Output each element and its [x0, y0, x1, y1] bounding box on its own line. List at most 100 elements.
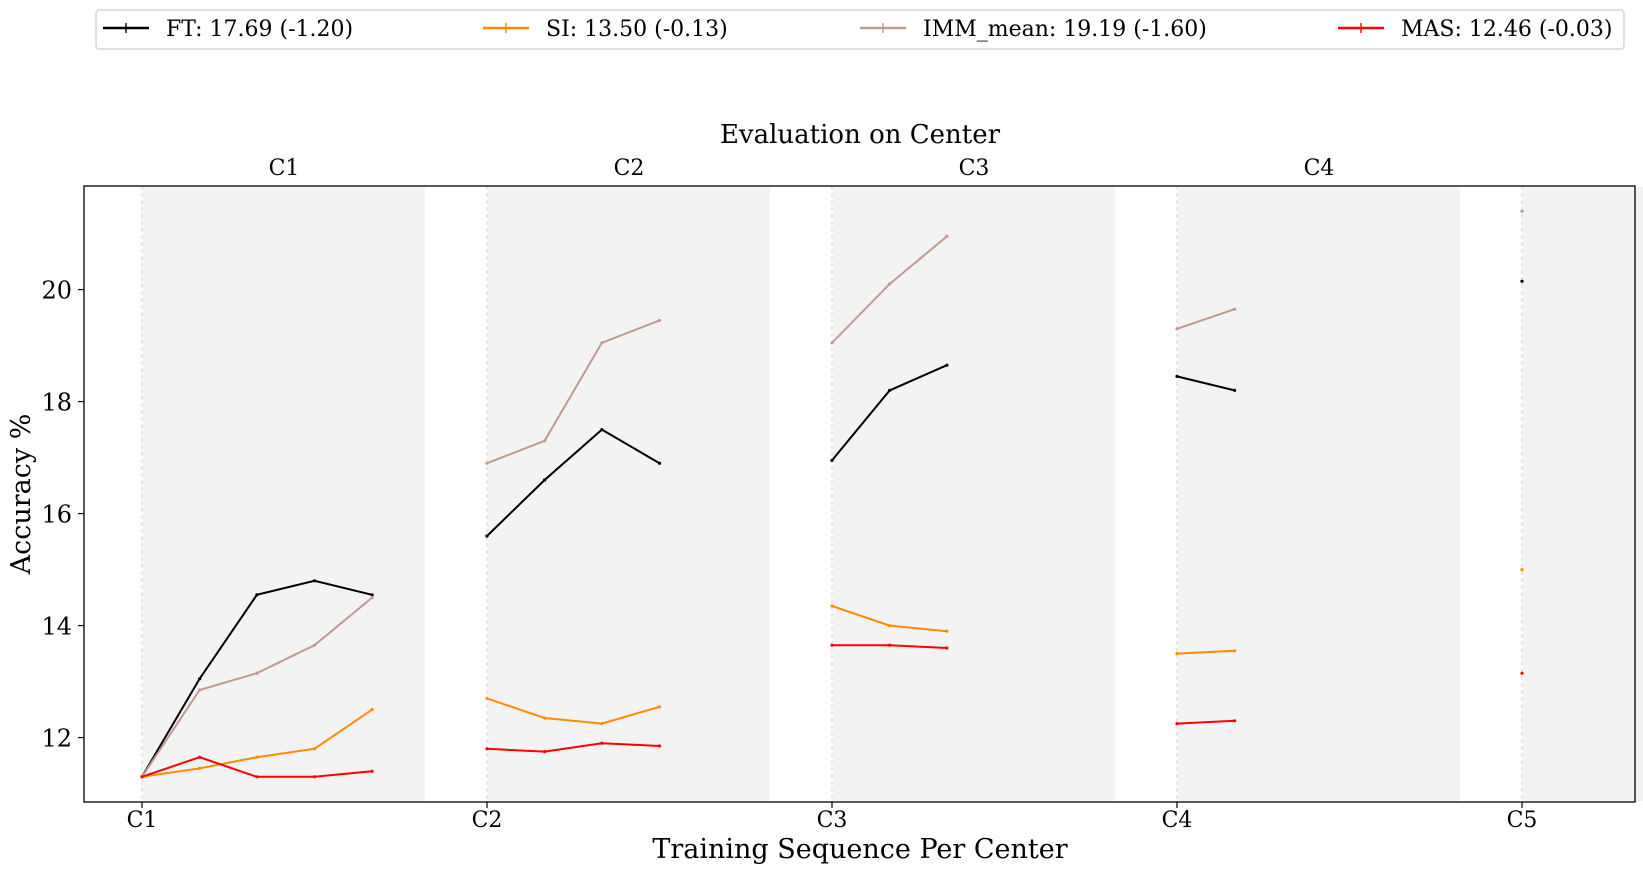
data-point	[198, 766, 202, 771]
data-point	[657, 705, 662, 709]
data-point	[888, 282, 892, 286]
x-tick-label: C2	[472, 808, 503, 833]
y-tick-label: 20	[41, 277, 72, 305]
series-line	[486, 742, 660, 753]
data-point	[255, 593, 259, 597]
y-tick-label: 14	[41, 613, 72, 641]
legend-entry: IMM_mean: 19.19 (-1.60)	[860, 17, 1207, 42]
data-point	[888, 643, 892, 647]
panel-c5	[1523, 187, 1643, 801]
data-point	[543, 439, 547, 443]
data-point	[543, 478, 547, 482]
data-point	[485, 747, 489, 751]
data-point	[830, 341, 834, 345]
data-point	[600, 428, 604, 432]
data-point	[543, 750, 547, 754]
legend-label: FT: 17.69 (-1.20)	[166, 17, 353, 42]
x-tick-label: C1	[127, 808, 158, 833]
data-point	[370, 708, 374, 712]
series-line	[486, 319, 660, 465]
series-line	[1176, 719, 1235, 725]
legend-entry: SI: 13.50 (-0.13)	[483, 17, 728, 42]
data-point	[198, 677, 202, 681]
panel-c3	[833, 187, 1115, 801]
data-point	[830, 604, 834, 608]
data-point	[1175, 374, 1179, 378]
data-point	[312, 775, 317, 779]
data-point	[255, 775, 259, 779]
legend-entry: FT: 17.69 (-1.20)	[103, 17, 353, 42]
panel-c4	[1178, 187, 1460, 801]
chart-title: Evaluation on Center	[720, 120, 1001, 150]
data-point	[1175, 327, 1179, 331]
panel-label: C3	[959, 156, 990, 181]
legend-label: IMM_mean: 19.19 (-1.60)	[923, 17, 1207, 42]
data-point	[600, 722, 604, 726]
panel-label: C4	[1304, 156, 1335, 181]
panel-c1	[143, 187, 425, 801]
data-point	[888, 624, 892, 628]
data-point	[198, 755, 202, 759]
data-point	[657, 318, 662, 322]
legend-frame	[95, 9, 1625, 50]
panel-c2	[488, 187, 770, 801]
data-point	[657, 461, 662, 465]
data-point	[485, 696, 489, 701]
data-point	[1175, 652, 1179, 656]
data-point	[312, 579, 317, 583]
x-tick-label: C5	[1507, 808, 1538, 833]
data-point	[370, 593, 374, 597]
panel-label: C2	[614, 156, 645, 181]
x-tick-label: C4	[1162, 808, 1193, 833]
series-3	[140, 643, 1524, 779]
series-line	[1176, 308, 1235, 330]
y-tick-label: 18	[41, 389, 72, 417]
data-point	[140, 775, 144, 779]
data-point	[1233, 307, 1237, 311]
x-axis-label: Training Sequence Per Center	[652, 834, 1067, 865]
series-line	[1176, 375, 1235, 392]
data-point	[830, 643, 834, 647]
data-point	[1520, 671, 1524, 675]
data-point	[600, 341, 604, 345]
y-tick-label: 16	[41, 501, 72, 529]
data-point	[370, 769, 374, 773]
data-point	[945, 234, 949, 238]
series-0	[140, 279, 1524, 779]
y-axis-label: Accuracy %	[6, 414, 37, 576]
data-point	[1520, 209, 1524, 213]
panel-label: C1	[269, 156, 300, 181]
data-point	[945, 363, 949, 367]
series-2	[140, 209, 1524, 779]
data-point	[1233, 649, 1237, 653]
data-point	[255, 671, 259, 675]
data-point	[1233, 719, 1237, 723]
data-point	[485, 534, 489, 538]
data-point	[1520, 279, 1524, 283]
data-point	[312, 643, 317, 647]
legend-label: MAS: 12.46 (-0.03)	[1401, 17, 1612, 42]
x-tick-label: C3	[817, 808, 848, 833]
y-tick-label: 12	[41, 725, 72, 753]
data-point	[370, 596, 374, 600]
data-point	[1233, 388, 1237, 392]
data-point	[945, 646, 949, 650]
legend-label: SI: 13.50 (-0.13)	[546, 17, 728, 42]
data-point	[312, 747, 317, 751]
data-point	[657, 744, 662, 748]
series-line	[486, 428, 661, 537]
series-line	[486, 697, 660, 725]
series-line	[1176, 649, 1235, 655]
legend-entry: MAS: 12.46 (-0.03)	[1338, 17, 1612, 42]
data-point	[485, 461, 489, 465]
legend: FT: 17.69 (-1.20) SI: 13.50 (-0.13) IMM_me…	[95, 9, 1625, 50]
data-point	[1175, 722, 1179, 726]
data-point	[1520, 568, 1524, 572]
data-point	[830, 458, 834, 462]
data-point	[255, 755, 259, 759]
plot-frame	[83, 185, 1636, 803]
data-point	[543, 716, 547, 720]
data-point	[600, 741, 604, 745]
data-point	[888, 388, 892, 392]
